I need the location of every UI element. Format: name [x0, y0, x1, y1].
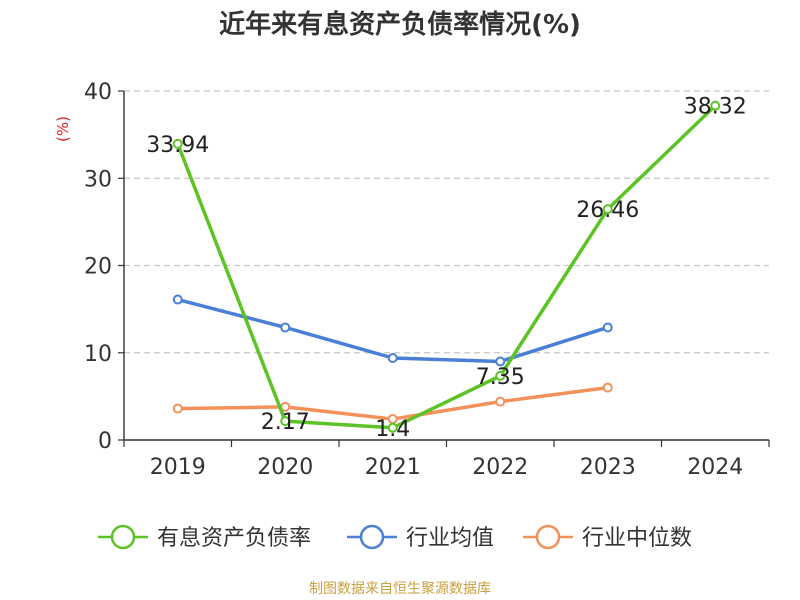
legend-marker — [359, 524, 385, 550]
data-point — [172, 403, 183, 414]
series-line-0 — [176, 104, 717, 430]
data-point — [172, 138, 183, 149]
data-point — [172, 294, 183, 305]
series-lines — [172, 100, 721, 433]
y-tick-label: 40 — [84, 80, 112, 105]
legend-marker — [110, 524, 136, 550]
y-tick-label: 20 — [84, 255, 112, 280]
data-labels: 33.94 2.17 1.4 7.35 26.46 38.32 — [146, 95, 746, 442]
grid-lines — [124, 90, 769, 354]
legend-label: 行业中位数 — [582, 526, 692, 551]
axes: 0 10 20 30 40 2019 2020 2021 2022 2023 2024 (%) — [54, 80, 770, 480]
data-point — [602, 382, 613, 393]
data-label: 26.46 — [576, 198, 639, 223]
legend-label: 有息资产负债率 — [157, 526, 311, 551]
x-tick-label-2019: 2019 — [150, 455, 206, 480]
data-point — [280, 416, 291, 427]
data-label: 38.32 — [684, 95, 747, 120]
x-tick-label-2022: 2022 — [472, 455, 528, 480]
data-label: 33.94 — [146, 133, 209, 158]
data-point — [495, 370, 506, 381]
y-tick-label: 30 — [84, 167, 112, 192]
legend-label: 行业均值 — [406, 526, 494, 551]
x-tick-label-2020: 2020 — [257, 455, 313, 480]
legend: 有息资产负债率 行业均值 行业中位数 — [98, 524, 692, 551]
data-point — [710, 100, 721, 111]
source-caption: 制图数据来自恒生聚源数据库 — [309, 581, 491, 597]
legend-marker — [535, 524, 561, 550]
data-point — [495, 396, 506, 407]
data-label: 1.4 — [375, 417, 410, 442]
x-tick-label-2023: 2023 — [580, 455, 636, 480]
x-tick-label-2024: 2024 — [687, 455, 743, 480]
data-point — [602, 204, 613, 215]
y-tick-label: 10 — [84, 342, 112, 367]
legend-item-0: 有息资产负债率 — [98, 524, 311, 551]
data-point — [495, 356, 506, 367]
data-point — [387, 422, 398, 433]
legend-item-2: 行业中位数 — [523, 524, 692, 551]
legend-item-1: 行业均值 — [347, 524, 494, 551]
chart-title: 近年来有息资产负债率情况(%) — [219, 10, 581, 40]
data-point — [387, 352, 398, 363]
data-point — [602, 322, 613, 333]
data-point — [280, 322, 291, 333]
y-tick-label: 0 — [98, 429, 112, 454]
data-label: 2.17 — [261, 410, 310, 435]
x-tick-label-2021: 2021 — [365, 455, 421, 480]
y-axis-label: (%) — [54, 116, 72, 142]
data-label: 7.35 — [476, 365, 525, 390]
